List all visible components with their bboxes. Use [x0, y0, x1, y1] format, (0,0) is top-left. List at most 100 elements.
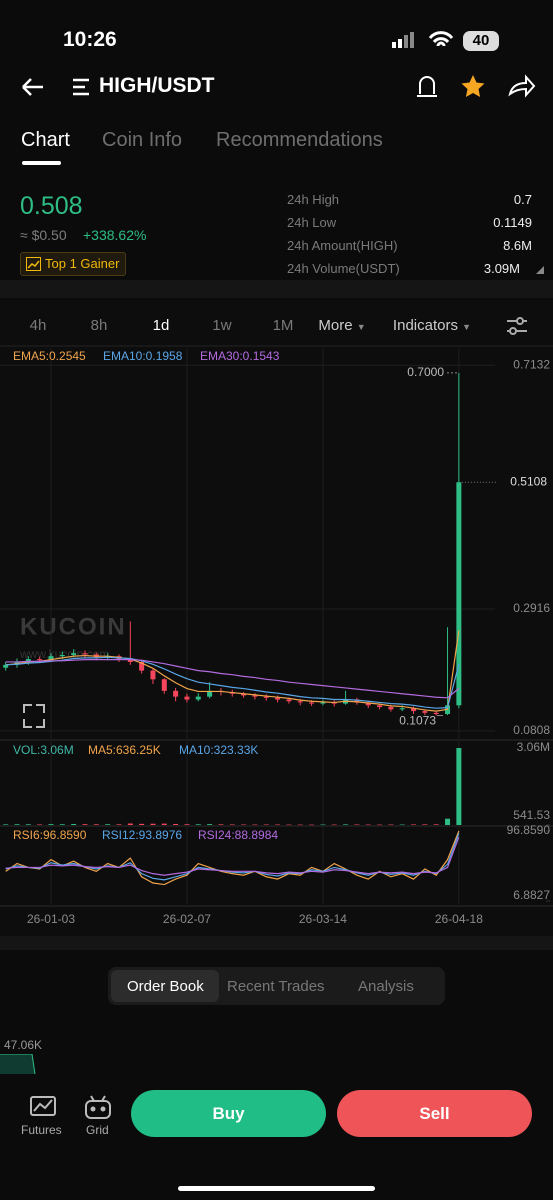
volume-bar: [82, 824, 88, 825]
candle-body: [25, 659, 31, 662]
candle-body: [195, 696, 201, 700]
interval[interactable]: More ▼: [318, 317, 365, 334]
ema-line: [5, 630, 460, 712]
volume-bar: [93, 824, 99, 825]
stat-label: 24h Volume(USDT): [287, 261, 400, 276]
candle-body: [399, 708, 405, 710]
favorite-button[interactable]: [461, 75, 485, 97]
sell-button[interactable]: Sell: [337, 1090, 532, 1137]
legend-entry: EMA5:0.2545: [13, 349, 86, 363]
volume-bar: [229, 824, 235, 825]
annotation: 0.1073: [399, 714, 436, 728]
order-tab[interactable]: Recent Trades: [227, 978, 325, 995]
candle-body: [275, 697, 281, 700]
rsi-line: [5, 836, 460, 876]
volume-bar: [286, 824, 292, 826]
order-tab[interactable]: Order Book: [127, 978, 204, 995]
candle-body: [411, 708, 417, 712]
order-tab[interactable]: Analysis: [358, 978, 414, 995]
nav-label[interactable]: Grid: [86, 1123, 109, 1137]
separator: [0, 936, 553, 950]
last-price: 0.508: [20, 192, 83, 220]
gainer-badge: Top 1 Gainer: [20, 252, 127, 276]
tab[interactable]: Recommendations: [216, 129, 383, 151]
legend-entry: EMA10:0.1958: [103, 349, 183, 363]
volume-bar: [105, 824, 111, 825]
home-indicator: [178, 1186, 375, 1191]
stat-label: 24h Low: [287, 215, 337, 230]
interval[interactable]: 8h: [90, 317, 108, 334]
buy-button[interactable]: Buy: [131, 1090, 326, 1137]
candle-body: [3, 664, 9, 668]
share-button[interactable]: [508, 74, 536, 98]
menu-button[interactable]: [73, 78, 89, 96]
volume-bar: [388, 824, 394, 825]
candle-body: [184, 696, 190, 700]
y-tick-label: 3.06M: [517, 740, 550, 754]
nav-icons: [30, 1095, 111, 1119]
volume-bar: [422, 824, 428, 825]
volume-bar: [320, 824, 326, 826]
interval-label: Indicators: [392, 317, 458, 334]
candle-body: [354, 699, 360, 703]
interval[interactable]: Indicators ▼: [393, 317, 471, 334]
grid-icon[interactable]: [85, 1095, 111, 1119]
candle-body: [456, 482, 462, 706]
futures-icon[interactable]: [30, 1096, 56, 1116]
legend-entry: MA10:323.33K: [179, 743, 258, 757]
x-tick-label: 26-02-07: [163, 912, 211, 926]
interval[interactable]: 1w: [212, 317, 232, 334]
legend-entry: RSI12:93.8976: [102, 828, 182, 842]
y-tick-label: 0.0808: [513, 723, 550, 737]
watermark: KUCOIN: [20, 613, 127, 640]
volume-bar: [14, 824, 20, 825]
badge-icon: [26, 257, 41, 271]
interval[interactable]: 1d: [152, 317, 170, 334]
nav-label[interactable]: Futures: [21, 1123, 62, 1137]
volume-bar: [48, 824, 54, 825]
candle-body: [297, 701, 303, 703]
legend-entry: MA5:636.25K: [88, 743, 161, 757]
expand-icon[interactable]: [23, 704, 45, 728]
stat-value: 3.09M: [483, 261, 520, 276]
legend-entry: EMA30:0.1543: [200, 349, 280, 363]
depth-area: [0, 1054, 36, 1074]
settings-button[interactable]: [505, 316, 529, 336]
candle-body: [127, 659, 133, 662]
tab[interactable]: Chart: [21, 129, 70, 151]
volume-bar: [309, 824, 315, 826]
volume-bar: [331, 824, 337, 826]
stat-label: 24h Amount(HIGH): [287, 238, 398, 253]
candle-body: [173, 690, 179, 697]
candle-body: [241, 693, 247, 696]
y-tick-label: 96.8590: [507, 823, 551, 837]
candle-body: [320, 702, 326, 704]
x-tick-label: 26-04-18: [435, 912, 483, 926]
alert-button[interactable]: [417, 76, 437, 97]
candle-body: [365, 702, 371, 706]
volume-bar: [218, 824, 224, 825]
volume-bar: [411, 824, 417, 825]
interval[interactable]: 1M: [272, 317, 294, 334]
legend-entry: RSI24:88.8984: [198, 828, 278, 842]
stat-corner-icon: [536, 266, 544, 274]
fiat-price: ≈ $0.50: [20, 227, 67, 243]
volume-bar: [37, 824, 43, 825]
legend-entry: RSI6:96.8590: [13, 828, 87, 842]
volume-bar: [173, 823, 179, 825]
volume-bar: [25, 824, 31, 825]
volume-bar: [297, 824, 303, 826]
volume-bar: [252, 824, 258, 826]
legend-entry: VOL:3.06M: [13, 743, 74, 757]
interval[interactable]: 4h: [29, 317, 47, 334]
tab[interactable]: Coin Info: [102, 129, 183, 151]
back-button[interactable]: [22, 78, 43, 96]
candle-body: [71, 653, 77, 656]
last-price-label: 0.5108: [510, 474, 547, 488]
volume-bar: [195, 824, 201, 825]
stat-label: 24h High: [287, 192, 340, 207]
candle-body: [388, 707, 394, 710]
